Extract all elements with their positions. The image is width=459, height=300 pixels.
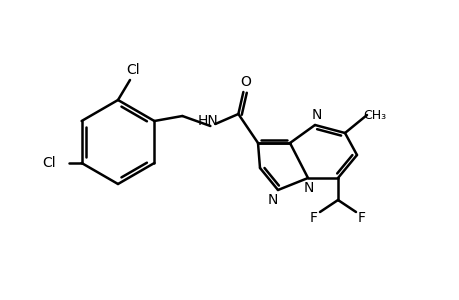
Text: F: F <box>309 211 317 225</box>
Text: Cl: Cl <box>126 63 140 77</box>
Text: Cl: Cl <box>42 156 56 170</box>
Text: O: O <box>240 75 250 89</box>
Text: F: F <box>357 211 365 225</box>
Text: N: N <box>311 108 321 122</box>
Text: CH₃: CH₃ <box>363 109 386 122</box>
Text: HN: HN <box>197 114 218 128</box>
Text: N: N <box>267 193 278 207</box>
Text: N: N <box>303 181 313 195</box>
